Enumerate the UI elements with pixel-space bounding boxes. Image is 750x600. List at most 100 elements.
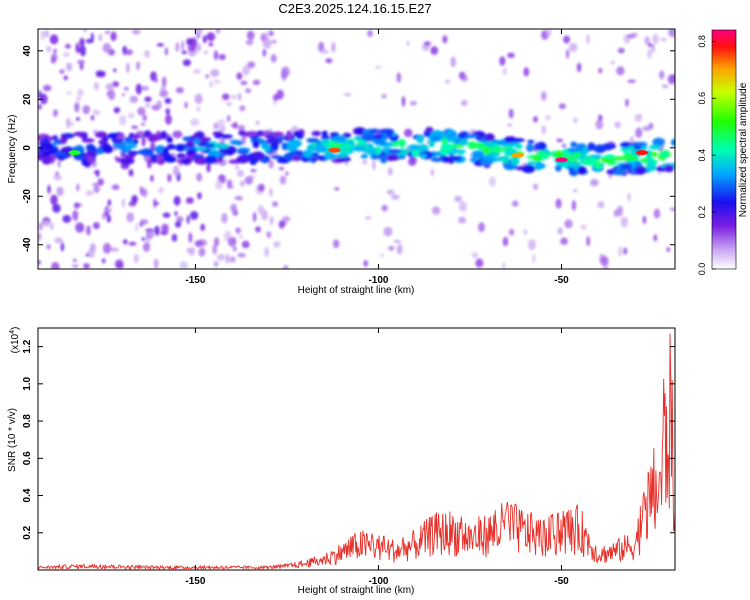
noise-blob xyxy=(461,99,468,107)
noise-blob xyxy=(238,234,243,239)
band-blob xyxy=(263,130,271,136)
noise-blob xyxy=(564,219,573,229)
band-blob xyxy=(236,155,250,164)
noise-blob xyxy=(502,262,506,269)
noise-blob xyxy=(658,70,665,80)
band-blob xyxy=(453,149,466,154)
noise-blob xyxy=(213,261,219,267)
noise-blob xyxy=(634,114,642,123)
noise-blob xyxy=(283,264,289,269)
noise-blob xyxy=(502,236,509,247)
noise-blob xyxy=(271,39,277,44)
noise-blob xyxy=(133,253,139,264)
band-blob xyxy=(252,140,260,149)
noise-blob xyxy=(266,231,272,239)
noise-blob xyxy=(334,187,340,191)
noise-blob xyxy=(325,58,333,64)
band-blob xyxy=(306,138,320,143)
noise-blob xyxy=(179,261,188,269)
noise-blob xyxy=(63,51,70,58)
noise-blob xyxy=(576,62,582,73)
noise-blob xyxy=(85,39,94,44)
noise-blob xyxy=(213,122,219,130)
noise-blob xyxy=(216,119,226,126)
noise-blob xyxy=(661,84,669,89)
band-blob xyxy=(98,139,106,145)
noise-blob xyxy=(635,127,643,139)
noise-blob xyxy=(190,118,199,127)
y-tick-label: 1.2 xyxy=(22,339,33,353)
noise-blob xyxy=(45,45,52,53)
noise-blob xyxy=(212,245,218,255)
band-blob xyxy=(195,132,205,138)
noise-blob xyxy=(127,112,135,119)
noise-blob xyxy=(454,195,463,203)
band-blob xyxy=(321,138,328,148)
noise-blob xyxy=(50,194,58,206)
noise-blob xyxy=(65,62,73,72)
noise-blob xyxy=(76,97,81,101)
band-blob xyxy=(386,130,394,137)
band-blob xyxy=(370,155,380,160)
noise-blob xyxy=(140,85,150,91)
noise-blob xyxy=(216,29,221,34)
noise-blob xyxy=(104,30,111,35)
noise-blob xyxy=(240,80,248,86)
noise-blob xyxy=(161,76,167,87)
snr-multiplier-label: (x104) xyxy=(9,327,21,354)
band-blob xyxy=(288,139,302,148)
noise-blob xyxy=(82,105,91,115)
noise-blob xyxy=(557,227,563,235)
band-blob xyxy=(502,155,510,164)
noise-blob xyxy=(406,40,410,47)
noise-blob xyxy=(188,232,193,243)
noise-blob xyxy=(102,213,106,220)
noise-blob xyxy=(102,42,112,53)
snr-x-label: Height of straight line (km) xyxy=(298,585,415,596)
band-blob xyxy=(40,142,55,149)
band-blob xyxy=(511,138,525,143)
noise-blob xyxy=(240,180,245,187)
noise-blob xyxy=(74,102,80,113)
band-blob xyxy=(373,139,387,146)
noise-blob xyxy=(43,220,50,228)
band-blob xyxy=(182,136,193,142)
noise-blob xyxy=(116,262,124,269)
band-blob xyxy=(335,153,349,158)
noise-blob xyxy=(161,223,169,233)
noise-blob xyxy=(146,159,152,169)
noise-blob xyxy=(121,93,126,97)
noise-blob xyxy=(142,242,151,252)
band-blob xyxy=(490,147,505,154)
noise-blob xyxy=(642,215,647,224)
band-blob xyxy=(521,164,536,174)
band-blob xyxy=(286,130,293,140)
noise-blob xyxy=(226,185,234,189)
band-blob xyxy=(652,137,665,147)
band-blob xyxy=(124,146,132,151)
band-blob xyxy=(293,130,301,137)
band-blob xyxy=(540,153,550,160)
noise-blob xyxy=(499,56,506,66)
noise-blob xyxy=(221,213,228,224)
noise-blob xyxy=(72,258,77,263)
noise-blob xyxy=(616,66,625,76)
noise-blob xyxy=(571,200,577,211)
noise-blob xyxy=(131,125,139,130)
band-blob xyxy=(352,145,366,152)
band-blob xyxy=(660,151,669,159)
noise-blob xyxy=(154,225,160,236)
band-blob xyxy=(166,143,176,150)
noise-blob xyxy=(527,239,537,251)
noise-blob xyxy=(90,115,95,121)
noise-blob xyxy=(77,88,84,98)
noise-blob xyxy=(236,72,243,80)
noise-blob xyxy=(188,247,196,256)
noise-blob xyxy=(319,42,324,52)
noise-blob xyxy=(257,205,265,215)
noise-blob xyxy=(560,237,568,245)
noise-blob xyxy=(270,53,277,63)
noise-blob xyxy=(213,50,219,61)
band-blob xyxy=(613,169,625,176)
